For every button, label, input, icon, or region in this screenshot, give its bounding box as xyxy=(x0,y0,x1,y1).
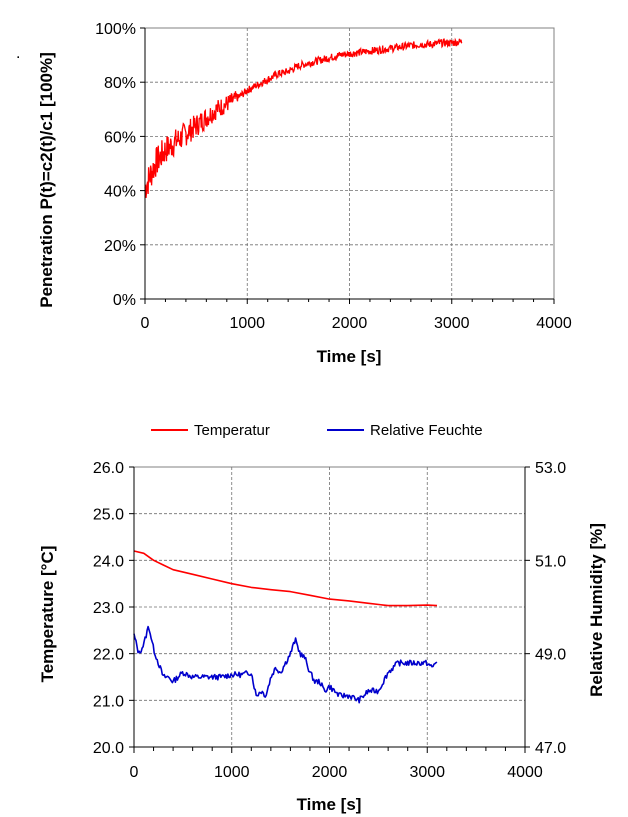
y-axis-label-1: Penetration P(t)=c2(t)/c1 [100%] xyxy=(37,52,56,308)
grid-1 xyxy=(145,28,554,299)
axes-1 xyxy=(140,27,555,304)
y-tick-label: 60% xyxy=(104,129,136,146)
legend-2: Temperatur Relative Feuchte xyxy=(151,422,483,439)
x-tick-label: 3000 xyxy=(434,315,470,332)
series-1 xyxy=(144,37,463,198)
x-tick-label: 0 xyxy=(130,764,139,781)
x-tick-label: 4000 xyxy=(536,315,572,332)
y-tick-label: 40% xyxy=(104,184,136,201)
y2-tick-label: 49.0 xyxy=(535,647,566,664)
series-2 xyxy=(133,550,438,704)
x-tick-label: 2000 xyxy=(332,315,368,332)
legend-label-relative-feuchte: Relative Feuchte xyxy=(370,422,483,439)
y2-tick-label: 51.0 xyxy=(535,553,566,570)
climate-chart: 20.0 21.0 22.0 23.0 24.0 25.0 26.0 47.0 49.0 51.0… xyxy=(38,460,606,814)
x-axis-label-2: Time [s] xyxy=(297,795,362,814)
y2-tick-label: 53.0 xyxy=(535,460,566,477)
x-tick-label: 1000 xyxy=(229,315,265,332)
y-tick-label: 23.0 xyxy=(93,600,124,617)
y-axis-label-2: Temperature [°C] xyxy=(38,546,57,683)
y-tick-label: 21.0 xyxy=(93,693,124,710)
y-tick-label: 26.0 xyxy=(93,460,124,477)
axes-2 xyxy=(129,466,530,753)
x-tick-label: 0 xyxy=(141,315,150,332)
x-tick-label: 4000 xyxy=(507,764,543,781)
penetration-chart: 0% 20% 40% 60% 80% 100% 0 1000 2000 3000 4000 Time… xyxy=(37,21,572,366)
y-tick-label: 22.0 xyxy=(93,647,124,664)
y-tick-label: 80% xyxy=(104,75,136,92)
tick-labels-1: 0% 20% 40% 60% 80% 100% 0 1000 2000 3000 4000 xyxy=(95,21,572,332)
legend-label-temperatur: Temperatur xyxy=(194,422,270,439)
x-tick-label: 1000 xyxy=(214,764,250,781)
series-line-temperatur xyxy=(133,550,438,607)
y-tick-label: 24.0 xyxy=(93,553,124,570)
y-tick-label: 25.0 xyxy=(93,507,124,524)
y2-tick-label: 47.0 xyxy=(535,740,566,757)
y-tick-label: 20.0 xyxy=(93,740,124,757)
y2-axis-label-2: Relative Humidity [%] xyxy=(587,523,606,697)
x-tick-label: 2000 xyxy=(312,764,348,781)
x-axis-label-1: Time [s] xyxy=(317,347,382,366)
y-tick-label: 0% xyxy=(113,292,136,309)
y-tick-label: 100% xyxy=(95,21,136,38)
series-line-relative-feuchte xyxy=(133,625,438,704)
x-tick-label: 3000 xyxy=(409,764,445,781)
y-tick-label: 20% xyxy=(104,238,136,255)
tick-labels-2: 20.0 21.0 22.0 23.0 24.0 25.0 26.0 47.0 49.0 51.0… xyxy=(93,460,566,781)
stray-dot: . xyxy=(16,45,20,62)
grid-2 xyxy=(134,467,525,747)
series-line-penetration xyxy=(144,37,463,198)
